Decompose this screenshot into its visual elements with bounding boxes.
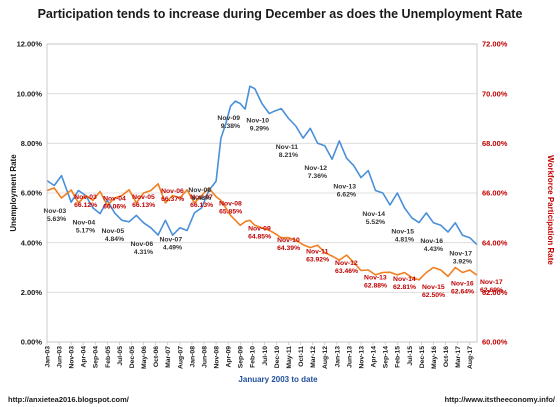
y-left-tick-label: 4.00%: [21, 238, 43, 247]
data-annotation: Nov-13 62.88%: [364, 274, 387, 289]
x-tick-label: Sep-14: [383, 346, 390, 369]
data-annotation: Nov-12 63.46%: [335, 260, 358, 275]
y-right-tick-label: 66.00%: [482, 189, 508, 198]
plot-border: [46, 43, 478, 343]
data-annotation: Nov-05 4.84%: [101, 228, 124, 243]
x-tick-label: Nov-13: [358, 346, 365, 369]
footer-url-right[interactable]: http://www.itstheeconomy.info/: [445, 395, 556, 404]
x-tick-label: Jul-10: [262, 346, 269, 366]
x-tick-label: Apr-09: [226, 346, 233, 368]
data-annotation: Nov-17 62.69%: [480, 279, 503, 294]
y-left-tick-label: 8.00%: [21, 139, 43, 148]
x-tick-label: Mar-12: [310, 346, 317, 368]
data-annotation: Nov-17 3.92%: [449, 251, 472, 266]
x-tick-label: Jul-15: [407, 346, 414, 366]
left-axis-ticks: 0.00% 2.00% 4.00% 6.00% 8.00% 10.00% 12.00%: [17, 40, 43, 347]
x-tick-label: Mar-07: [165, 346, 172, 368]
x-tick-label: Dec-10: [274, 346, 281, 369]
x-tick-label: Oct-06: [153, 346, 160, 367]
x-tick-label: Aug-12: [322, 346, 329, 369]
grid: [47, 43, 477, 343]
y-right-tick-label: 60.00%: [482, 338, 508, 347]
data-annotation: Nov-09 9.38%: [217, 115, 240, 130]
x-tick-label: Feb-15: [395, 346, 402, 368]
chart-title: Participation tends to increase during D…: [38, 7, 523, 21]
y-left-tick-label: 0.00%: [21, 338, 43, 347]
data-annotation: Nov-15 62.50%: [422, 284, 445, 299]
y-right-tick-label: 72.00%: [482, 40, 508, 49]
data-annotation: Nov-07 66.13%: [190, 194, 213, 209]
data-annotation: Nov-08 65.85%: [219, 201, 242, 216]
data-annotation: Nov-10 9.29%: [246, 117, 269, 132]
x-tick-label: Feb-05: [105, 346, 112, 368]
x-tick-label: Apr-04: [81, 346, 88, 368]
x-tick-label: Sep-09: [238, 346, 245, 369]
data-annotation: Nov-04 66.06%: [103, 196, 126, 211]
data-annotation: Nov-06 4.31%: [130, 241, 153, 256]
y-right-tick-label: 70.00%: [482, 89, 508, 98]
y-right-tick-label: 68.00%: [482, 139, 508, 148]
x-tick-label: Oct-11: [298, 346, 305, 367]
x-tick-label: Jan-13: [334, 346, 341, 368]
x-tick-label: Aug-17: [467, 346, 474, 369]
data-annotation: Nov-13 6.62%: [333, 184, 356, 199]
footer-url-left[interactable]: http://anxietea2016.blogspot.com/: [8, 395, 130, 404]
y-left-tick-label: 12.00%: [17, 40, 43, 49]
y-left-tick-label: 6.00%: [21, 189, 43, 198]
x-tick-label: Dec-05: [129, 346, 136, 369]
x-tick-label: Sep-04: [93, 346, 100, 369]
data-annotation: Nov-07 4.49%: [159, 236, 182, 251]
x-tick-label: Jan-03: [44, 346, 51, 368]
data-annotation: Nov-03 66.12%: [74, 194, 97, 209]
x-axis-label: January 2003 to date: [238, 375, 318, 384]
y-left-tick-label: 10.00%: [17, 89, 43, 98]
x-tick-label: Jul-05: [117, 346, 124, 366]
x-tick-label: Jun-03: [56, 346, 63, 368]
x-tick-label: Apr-14: [371, 346, 378, 368]
data-annotation: Nov-14 62.81%: [393, 276, 416, 291]
data-annotation: Nov-05 66.13%: [132, 194, 155, 209]
x-tick-label: Dec-15: [419, 346, 426, 369]
data-annotation: Nov-15 4.81%: [391, 229, 414, 244]
unemployment-rate-line: [46, 85, 478, 246]
x-tick-label: May-06: [141, 346, 148, 369]
data-annotation: Nov-12 7.36%: [304, 165, 327, 180]
participation-rate-line: [46, 183, 478, 281]
x-tick-label: May-16: [431, 346, 438, 369]
x-tick-label: Oct-16: [443, 346, 450, 367]
data-annotation: Nov-08 6.48%: [188, 187, 211, 202]
x-tick-label: Nov-03: [69, 346, 76, 369]
data-annotation: Nov-10 64.39%: [277, 237, 300, 252]
x-tick-label: Jun-08: [201, 346, 208, 368]
data-annotation: Nov-06 66.37%: [161, 188, 184, 203]
x-tick-label: May-11: [286, 346, 293, 369]
series-lines: [46, 85, 478, 281]
right-axis-ticks: 60.00% 62.00% 64.00% 66.00% 68.00% 70.00% 72.0…: [482, 40, 508, 347]
data-annotation: Nov-11 8.21%: [276, 144, 299, 159]
data-annotation: Nov-11 63.92%: [306, 249, 329, 264]
annotations: Nov-03 66.12% Nov-03 5.63% Nov-04 66.06% Nov-0…: [43, 115, 503, 299]
x-tick-label: Mar-17: [455, 346, 462, 368]
x-tick-label: Jun-13: [346, 346, 353, 368]
y-axis-label-left: Unemployment Rate: [9, 154, 18, 232]
data-annotation: Nov-14 5.52%: [362, 211, 385, 226]
data-annotation: Nov-04 5.17%: [72, 220, 95, 235]
x-tick-label: Jan-08: [189, 346, 196, 368]
x-tick-label: Feb-10: [250, 346, 257, 368]
y-right-tick-label: 62.00%: [482, 288, 508, 297]
y-right-tick-label: 64.00%: [482, 238, 508, 247]
x-axis-ticks: Jan-03 Jun-03 Nov-03 Apr-04 Sep-04 Feb-05 Jul-…: [44, 342, 474, 369]
data-annotation: Nov-16 62.64%: [451, 280, 474, 295]
data-annotation: Nov-03 5.63%: [43, 208, 66, 223]
y-left-tick-label: 2.00%: [21, 288, 43, 297]
x-tick-label: Aug-07: [177, 346, 184, 369]
y-axis-label-right: Workforce Participation Rate: [546, 155, 555, 265]
data-annotation: Nov-09 64.85%: [248, 226, 271, 241]
data-annotation: Nov-16 4.43%: [420, 238, 443, 253]
x-tick-label: Nov-08: [214, 346, 221, 369]
